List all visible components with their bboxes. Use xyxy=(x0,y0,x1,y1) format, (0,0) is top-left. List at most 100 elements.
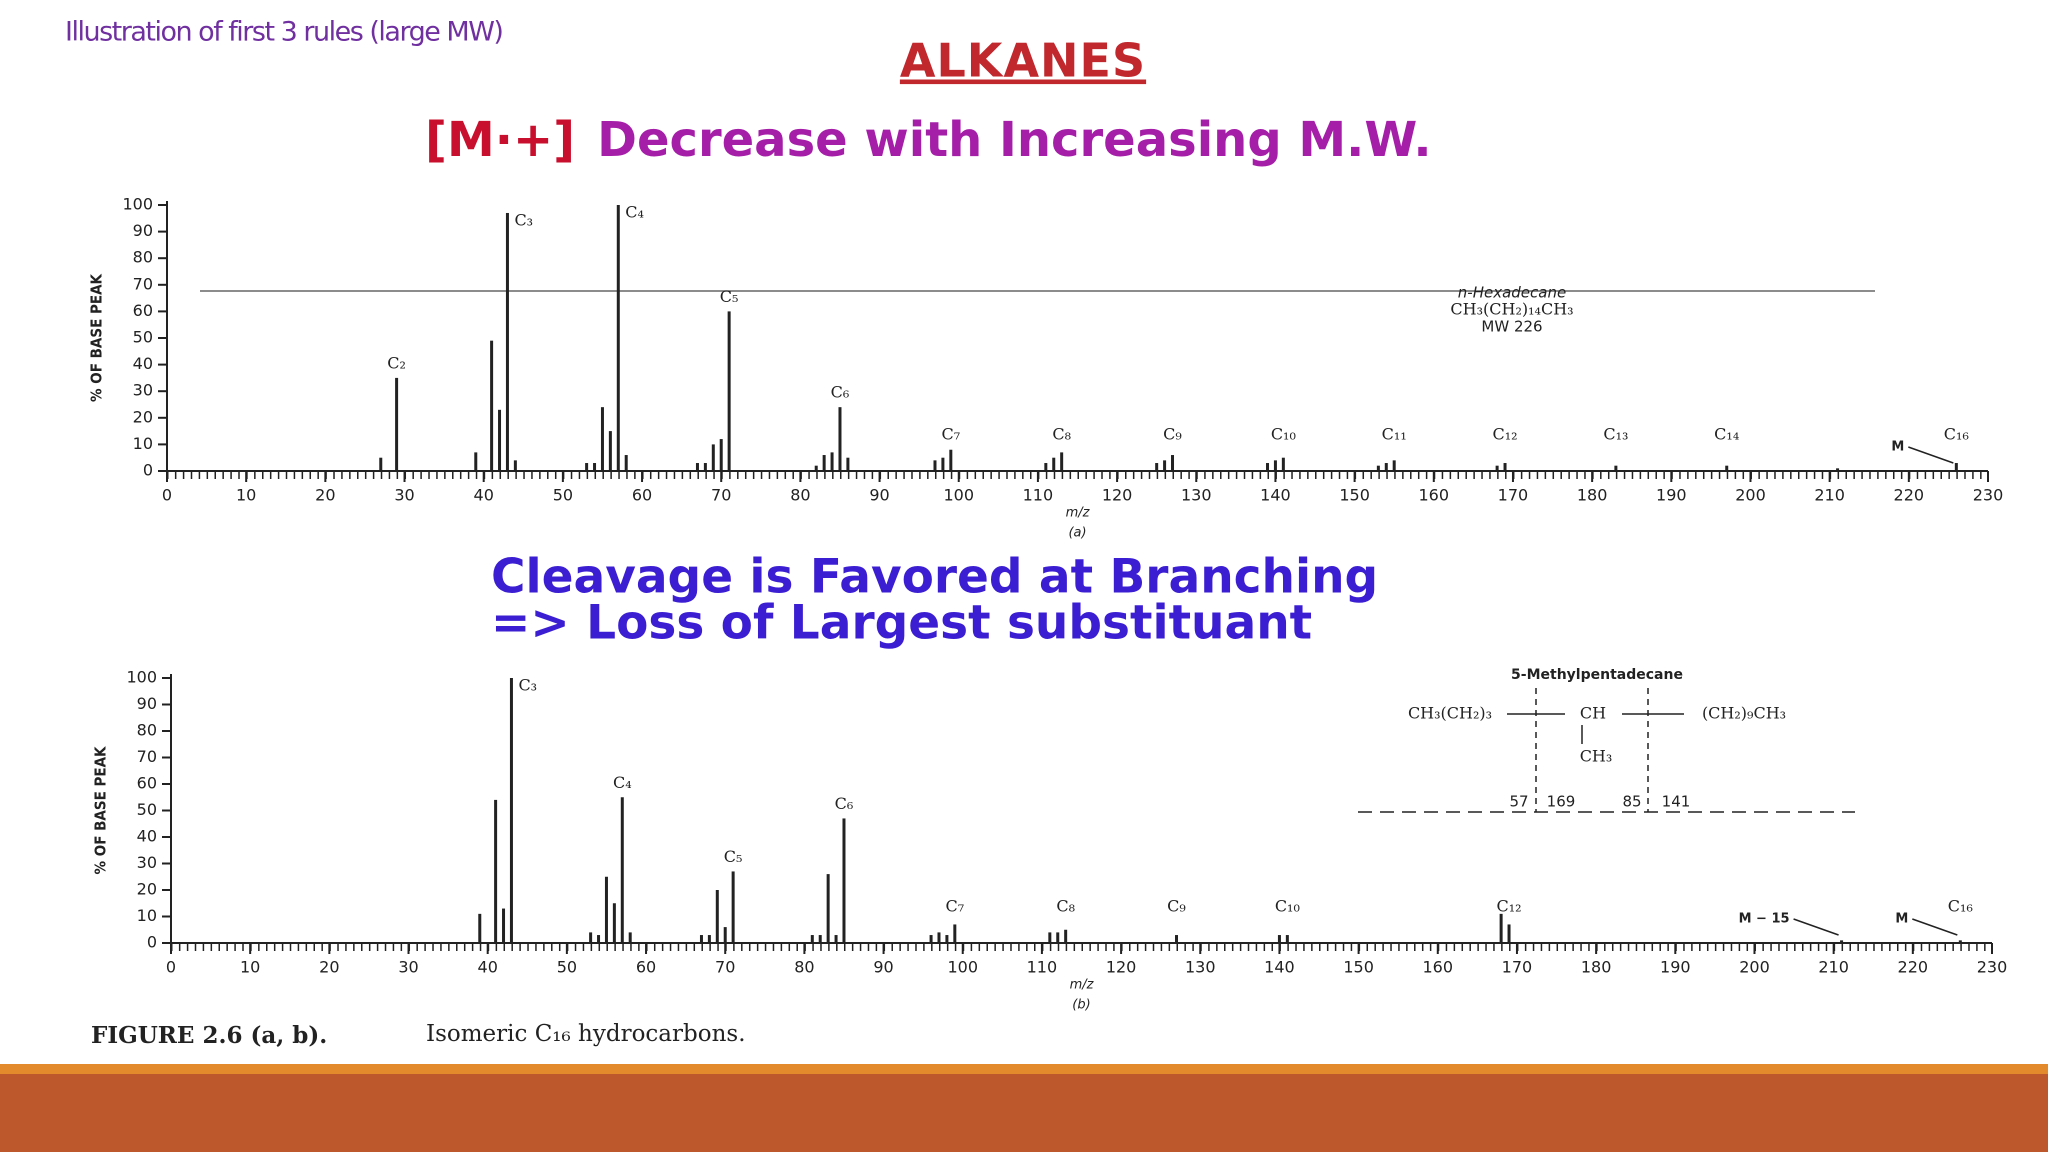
peak xyxy=(624,455,628,471)
peak xyxy=(1171,455,1175,471)
peak-label: C₄ xyxy=(613,773,632,792)
peak xyxy=(1044,463,1048,471)
inset-name: n-Hexadecane xyxy=(1458,284,1566,302)
peak xyxy=(727,311,731,471)
peak xyxy=(1507,924,1511,943)
peak-label: C₁₄ xyxy=(1714,425,1739,444)
x-tick-label: 200 xyxy=(1739,958,1770,977)
y-tick-label: 80 xyxy=(137,721,157,740)
peak xyxy=(474,452,478,471)
y-tick-label: 100 xyxy=(122,195,153,214)
inset-group: (CH₂)₉CH₃ xyxy=(1702,704,1786,723)
arrow-label: M xyxy=(1895,912,1908,927)
accent-bar xyxy=(0,1064,2048,1074)
peak xyxy=(723,927,727,943)
peak xyxy=(379,457,383,471)
peak xyxy=(1376,465,1380,471)
x-tick-label: 110 xyxy=(1027,958,1058,977)
peak xyxy=(1056,932,1060,943)
x-tick-label: 190 xyxy=(1660,958,1691,977)
peak xyxy=(810,935,814,943)
peak-label: C₈ xyxy=(1052,425,1071,444)
x-tick-label: 10 xyxy=(236,486,256,505)
peak xyxy=(1048,932,1052,943)
peak-label: C₁₀ xyxy=(1271,425,1296,444)
y-tick-label: 0 xyxy=(147,933,157,952)
subtitle-rest: Decrease with Increasing M.W. xyxy=(597,112,1432,168)
inset-fragment: 85 xyxy=(1622,793,1641,811)
x-tick-label: 220 xyxy=(1898,958,1929,977)
peak xyxy=(719,439,723,471)
peak xyxy=(822,455,826,471)
header: Illustration of first 3 rules (large MW) xyxy=(65,17,502,48)
y-tick-label: 0 xyxy=(143,461,153,480)
peak xyxy=(715,890,719,943)
x-tick-label: 180 xyxy=(1577,486,1608,505)
peak xyxy=(731,871,735,943)
peak xyxy=(711,444,715,471)
inset-lines xyxy=(1358,688,1855,813)
x-tick-label: 60 xyxy=(632,486,652,505)
x-tick-label: 0 xyxy=(166,958,176,977)
peak-label: C₁₆ xyxy=(1948,897,1973,916)
x-tick-label: 130 xyxy=(1185,958,1216,977)
inset-fragment: 169 xyxy=(1547,793,1576,811)
x-tick-label: 0 xyxy=(162,486,172,505)
peak xyxy=(1392,460,1396,471)
y-tick-label: 50 xyxy=(137,800,157,819)
peak xyxy=(1958,940,1962,943)
y-tick-label: 40 xyxy=(133,354,153,373)
x-tick-label: 150 xyxy=(1339,486,1370,505)
peak xyxy=(929,935,933,943)
x-tick-label: 30 xyxy=(394,486,414,505)
x-tick-label: 230 xyxy=(1977,958,2008,977)
peak xyxy=(502,908,506,943)
x-axis-label: m/z xyxy=(1070,978,1095,993)
peak-label: C₁₃ xyxy=(1603,425,1628,444)
peak xyxy=(953,924,957,943)
panel-label: (b) xyxy=(1072,998,1090,1013)
peak xyxy=(949,449,953,471)
x-tick-label: 80 xyxy=(790,486,810,505)
peak xyxy=(826,874,830,943)
peak-label: C₆ xyxy=(831,383,850,402)
peak xyxy=(1277,935,1281,943)
peak xyxy=(814,465,818,471)
peak xyxy=(937,932,941,943)
peak xyxy=(834,935,838,943)
peak xyxy=(1499,913,1503,943)
y-tick-label: 100 xyxy=(126,668,157,687)
x-tick-label: 50 xyxy=(553,486,573,505)
peak xyxy=(707,935,711,943)
peak-label: C₁₁ xyxy=(1382,425,1407,444)
x-tick-label: 180 xyxy=(1581,958,1612,977)
peak xyxy=(1060,452,1064,471)
peak-label: C₃ xyxy=(514,210,533,229)
inset-fragment: 57 xyxy=(1509,793,1528,811)
peak xyxy=(1266,463,1270,471)
peak-label: C₉ xyxy=(1167,897,1186,916)
y-tick-label: 30 xyxy=(133,381,153,400)
peak xyxy=(838,407,842,471)
peak xyxy=(1384,463,1388,471)
peak xyxy=(597,935,601,943)
peak xyxy=(941,457,945,471)
peak xyxy=(608,431,612,471)
peak xyxy=(490,340,494,471)
x-tick-label: 210 xyxy=(1814,486,1845,505)
inset-group: CH₃ xyxy=(1580,747,1613,766)
branch-line: Cleavage is Favored at Branching xyxy=(491,550,1378,605)
x-tick-label: 160 xyxy=(1419,486,1450,505)
branch-line: => Loss of Largest substituant xyxy=(491,596,1312,651)
peak xyxy=(1725,465,1729,471)
peak xyxy=(494,799,498,943)
peak xyxy=(498,409,502,471)
caption-label: FIGURE 2.6 (a, b). xyxy=(91,1022,327,1049)
peak xyxy=(604,876,608,943)
y-tick-label: 90 xyxy=(133,221,153,240)
inset-name: 5-Methylpentadecane xyxy=(1511,667,1683,683)
peak xyxy=(593,463,597,471)
inset-group: CH₃(CH₂)₃ xyxy=(1408,704,1492,723)
peak xyxy=(846,457,850,471)
peak xyxy=(1281,457,1285,471)
